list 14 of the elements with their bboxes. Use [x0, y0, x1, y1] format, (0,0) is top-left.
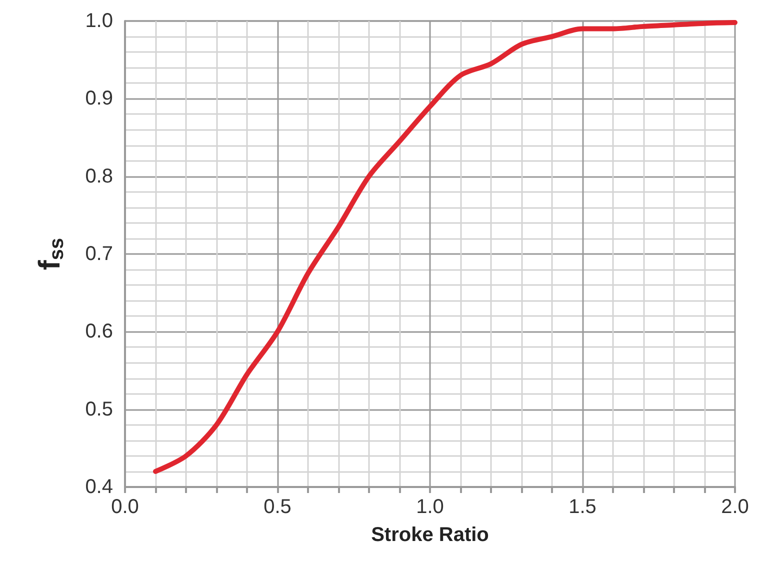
x-tick-label: 2.0	[721, 496, 749, 518]
x-tick-label: 0.5	[264, 496, 292, 518]
y-axis-title: fss	[34, 238, 68, 270]
x-tick-label: 0.0	[111, 496, 139, 518]
y-tick-label: 1.0	[85, 10, 113, 32]
y-tick-label: 0.9	[85, 88, 113, 110]
x-tick-label: 1.0	[416, 496, 444, 518]
y-tick-label: 0.7	[85, 243, 113, 265]
y-tick-label: 0.4	[85, 476, 113, 498]
y-tick-label: 0.8	[85, 165, 113, 188]
y-tick-label: 0.5	[85, 398, 113, 420]
x-tick-label: 1.5	[568, 496, 596, 518]
x-axis-title: Stroke Ratio	[371, 524, 489, 546]
y-tick-label: 0.6	[85, 320, 113, 343]
